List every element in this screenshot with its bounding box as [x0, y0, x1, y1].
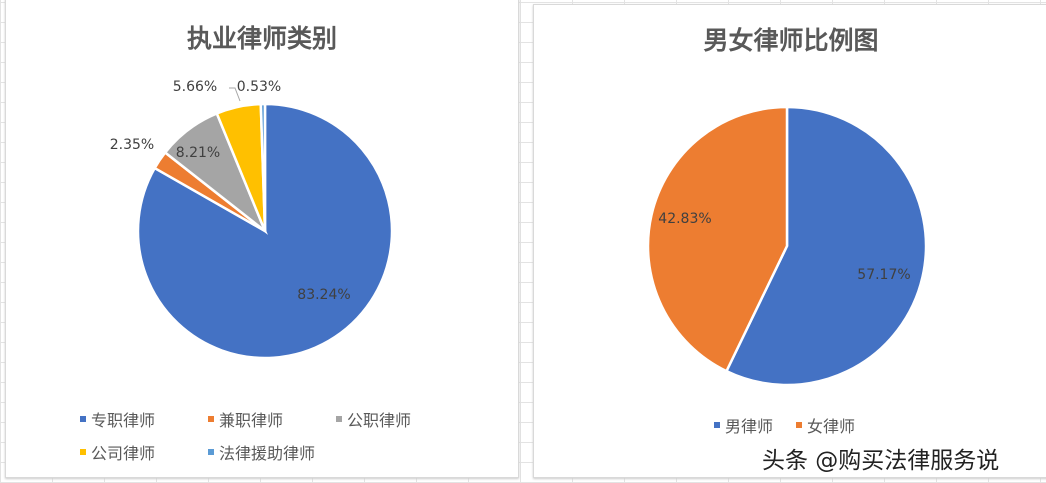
legend-swatch — [208, 416, 214, 422]
legend-label: 女律师 — [807, 417, 856, 436]
data-label: 8.21% — [176, 145, 220, 161]
legend-item: 法律援助律师 — [208, 440, 315, 464]
chart-gender[interactable]: 男女律师比例图 57.17% 42.83% 男律师 女律师 — [533, 4, 1046, 478]
legend-swatch — [80, 416, 86, 422]
watermark: 头条 @购买法律服务说 — [762, 448, 1000, 474]
legend-label: 法律援助律师 — [219, 444, 316, 463]
data-label: 83.24% — [297, 287, 350, 303]
legend-label: 公职律师 — [347, 411, 412, 430]
data-label: 57.17% — [857, 267, 910, 283]
legend-item: 专职律师 — [80, 407, 155, 431]
chart-title: 执业律师类别 — [186, 24, 337, 53]
pie-slice[interactable] — [259, 102, 267, 232]
data-label: 2.35% — [110, 137, 154, 153]
legend-item: 公司律师 — [80, 440, 155, 464]
legend-swatch — [714, 422, 720, 428]
legend-label: 男律师 — [725, 417, 774, 436]
data-label: 42.83% — [658, 211, 711, 227]
pie-slice[interactable] — [136, 102, 394, 360]
legend-item: 兼职律师 — [208, 407, 283, 431]
legend-swatch — [796, 422, 802, 428]
pie-slice[interactable] — [724, 105, 928, 387]
legend-label: 兼职律师 — [219, 411, 284, 430]
data-label: 0.53% — [237, 79, 281, 95]
chart-category[interactable]: 执业律师类别 83.24% 2.35% 8.21% 5.66% 0.53% 专职律师 兼… — [5, 0, 519, 478]
legend-item: 公职律师 — [336, 407, 411, 431]
legend-label: 公司律师 — [91, 444, 156, 463]
pie-chart-gender: 57.17% 42.83% — [646, 105, 928, 387]
legend-item: 男律师 — [714, 413, 773, 437]
legend-swatch — [80, 449, 86, 455]
data-label: 5.66% — [173, 79, 217, 95]
legend-label: 专职律师 — [91, 411, 156, 430]
pie-slice[interactable] — [646, 105, 789, 373]
legend-swatch — [208, 449, 214, 455]
chart-title: 男女律师比例图 — [703, 26, 879, 55]
leader-line — [229, 87, 241, 102]
legend-item: 女律师 — [796, 413, 855, 437]
legend-swatch — [336, 416, 342, 422]
pie-chart-category: 83.24% 2.35% 8.21% 5.66% 0.53% — [110, 79, 394, 360]
